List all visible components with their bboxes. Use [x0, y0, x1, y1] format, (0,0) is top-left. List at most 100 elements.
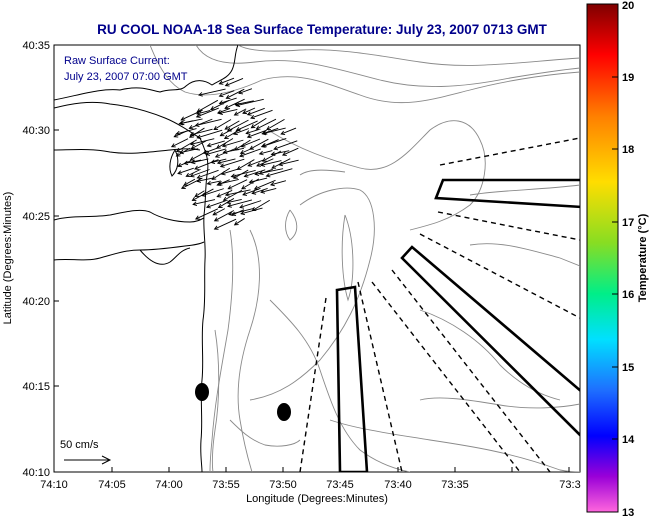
current-vector — [262, 127, 286, 135]
current-vector — [195, 208, 219, 220]
current-vector-head — [278, 161, 284, 167]
current-vector — [249, 177, 268, 183]
current-vector-head — [230, 173, 236, 179]
station-marker-1 — [195, 383, 209, 401]
current-vector-head — [177, 170, 183, 175]
current-vector — [224, 128, 241, 139]
current-vector-head — [213, 217, 219, 222]
current-vector — [191, 158, 209, 164]
current-vector-head — [222, 196, 228, 201]
current-vector — [177, 167, 194, 175]
current-vector-head — [238, 90, 244, 95]
current-vector — [228, 179, 248, 190]
current-vector — [207, 140, 225, 147]
current-vector-head — [270, 151, 276, 157]
current-vector — [224, 120, 240, 130]
current-vector-head — [177, 162, 183, 168]
current-vector-head — [242, 191, 248, 196]
current-vector — [226, 199, 242, 204]
current-vector — [223, 147, 245, 153]
y-tick-label: 40:25 — [22, 211, 50, 223]
current-vector — [239, 148, 261, 157]
current-vector-head — [258, 150, 264, 156]
current-vector — [241, 138, 261, 148]
current-vector — [216, 138, 234, 149]
current-vector — [189, 118, 213, 129]
current-vector-head — [248, 179, 254, 184]
current-vector — [206, 200, 226, 208]
current-vector-head — [256, 162, 261, 167]
current-vector-head — [201, 192, 206, 197]
current-vector — [191, 140, 207, 150]
current-vector — [218, 109, 238, 114]
isobath-contours — [149, 45, 580, 472]
colorbar-tick-label: 17 — [622, 217, 634, 229]
current-vector-head — [189, 131, 195, 137]
current-vector — [251, 117, 267, 129]
current-vector-head — [250, 114, 256, 120]
current-vector-head — [194, 165, 199, 170]
colorbar-tick-label: 20 — [622, 0, 634, 12]
x-tick-label: 74:00 — [155, 479, 183, 491]
current-vector-head — [219, 132, 225, 137]
current-vector — [186, 168, 201, 177]
current-vector-head — [255, 125, 261, 130]
current-vector — [205, 148, 227, 155]
sampling-boxes — [335, 178, 580, 472]
current-vector — [220, 128, 233, 137]
x-axis-label: Longitude (Degrees:Minutes) — [246, 493, 388, 505]
current-vector-head — [189, 141, 195, 146]
current-vector-head — [216, 193, 222, 198]
current-vector-head — [228, 211, 233, 216]
current-vector-head — [195, 113, 201, 118]
current-vector — [236, 120, 258, 131]
current-vector — [282, 147, 299, 156]
current-vector-head — [213, 125, 219, 131]
current-vector — [261, 160, 282, 166]
current-vector — [225, 189, 251, 196]
current-vector-head — [206, 142, 212, 148]
current-vector-head — [188, 125, 194, 130]
current-vector-head — [220, 170, 226, 176]
current-vector-head — [196, 108, 202, 113]
current-vector-head — [245, 130, 251, 135]
current-vector-head — [197, 92, 203, 97]
colorbar-tick-label: 13 — [622, 507, 634, 518]
current-vector — [220, 158, 245, 167]
current-vector — [260, 188, 277, 193]
current-vector — [217, 158, 236, 164]
current-vector — [197, 177, 214, 182]
current-vector-head — [233, 111, 239, 116]
current-vector — [190, 169, 210, 177]
current-vector — [201, 188, 224, 197]
current-vector — [259, 150, 273, 155]
current-vector — [180, 118, 203, 124]
current-vector — [227, 119, 249, 132]
current-vector — [211, 158, 227, 163]
current-vector-head — [222, 149, 228, 155]
current-vector — [203, 147, 218, 154]
current-vector — [236, 98, 264, 107]
current-vector — [194, 159, 219, 170]
box-east — [434, 178, 580, 209]
current-vector — [247, 159, 264, 167]
current-vector — [212, 208, 226, 216]
x-tick-label: 73:35 — [441, 479, 469, 491]
current-vector — [222, 139, 244, 147]
current-vector-head — [194, 192, 200, 198]
x-tick-labels: 74:10 74:05 74:00 73:55 73:50 73:45 73:4… — [40, 479, 580, 491]
colorbar-tick-label: 14 — [622, 434, 635, 446]
current-vector — [210, 100, 229, 110]
current-vector-head — [273, 145, 279, 151]
station-marker-2 — [277, 403, 291, 421]
box-southeast — [400, 245, 580, 437]
current-vector — [266, 118, 285, 130]
current-vector-head — [194, 122, 200, 127]
current-vector — [270, 180, 287, 186]
current-vector-head — [173, 133, 179, 138]
current-vector — [250, 109, 273, 119]
current-vector — [246, 129, 259, 134]
current-vector-head — [180, 184, 186, 189]
current-vector-head — [202, 149, 208, 155]
